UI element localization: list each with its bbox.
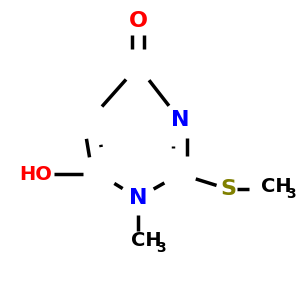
Text: HO: HO bbox=[20, 164, 52, 184]
Text: 3: 3 bbox=[156, 241, 166, 254]
Text: N: N bbox=[171, 110, 189, 130]
Text: CH: CH bbox=[130, 230, 161, 250]
Text: 3: 3 bbox=[286, 187, 296, 200]
Text: S: S bbox=[220, 179, 236, 199]
Text: N: N bbox=[129, 188, 147, 208]
Text: CH: CH bbox=[261, 176, 292, 196]
Text: O: O bbox=[128, 11, 148, 31]
